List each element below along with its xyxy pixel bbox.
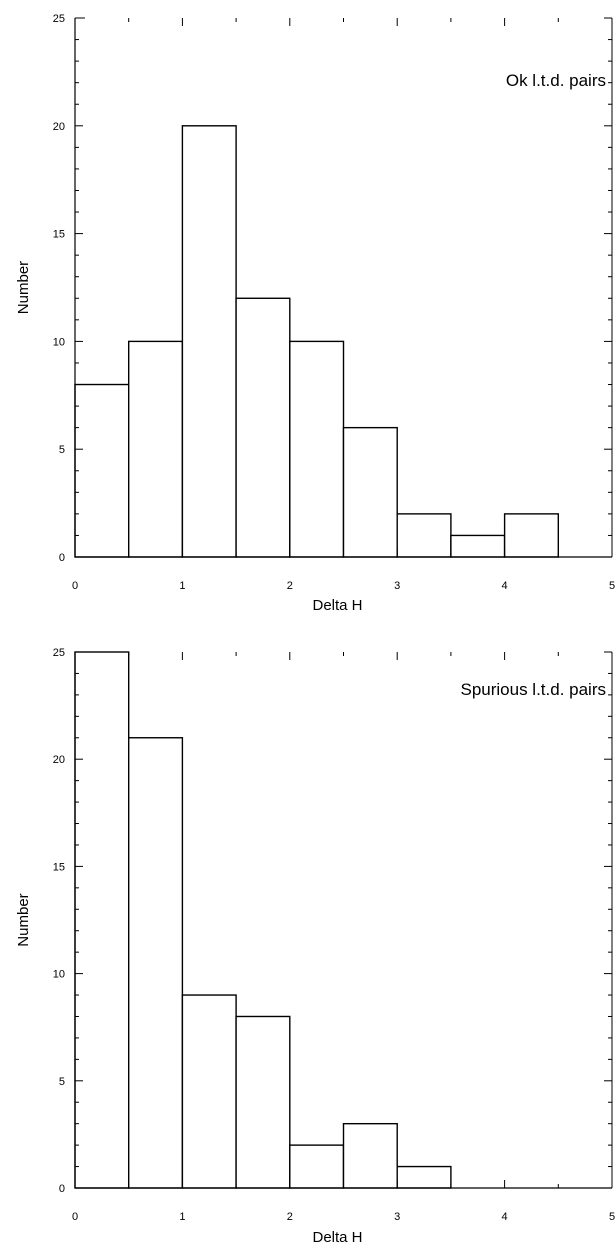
chart-1-x-axis-title: Delta H <box>312 1229 362 1246</box>
chart-0-bar <box>396 513 452 558</box>
chart-1-annotation: Spurious l.t.d. pairs <box>460 680 606 699</box>
chart-0-y-tick-label: 20 <box>53 121 65 133</box>
chart-0-y-tick-label: 15 <box>53 229 65 241</box>
histogram-ok-pairs: 0 5 10 15 20 25 0 1 2 3 4 5 Delta H Number Ok l.t.d. p… <box>0 0 616 620</box>
chart-0-x-axis-title: Delta H <box>312 597 362 614</box>
chart-1-y-tick-label: 20 <box>53 754 65 766</box>
histogram-spurious-pairs: 0 5 10 15 20 25 0 1 2 3 4 5 Delta H Number Spurious l.… <box>0 620 616 1247</box>
chart-0-bar <box>342 426 398 558</box>
chart-1-x-tick-label: 3 <box>394 1211 400 1223</box>
chart-0-y-tick-label: 25 <box>53 13 65 25</box>
chart-1-bar <box>181 994 237 1189</box>
chart-1-bar <box>396 1165 452 1189</box>
chart-1-x-tick-label: 1 <box>179 1211 185 1223</box>
chart-1-x-tick-label: 4 <box>502 1211 508 1223</box>
chart-0-y-tick-label: 0 <box>59 552 65 564</box>
chart-0-x-tick-label: 5 <box>609 580 615 592</box>
chart-0-x-tick-label: 2 <box>287 580 293 592</box>
chart-0-x-tick-label: 1 <box>179 580 185 592</box>
chart-1-y-tick-label: 15 <box>53 861 65 873</box>
chart-1-y-tick-label: 5 <box>59 1076 65 1088</box>
chart-1-x-tick-label: 2 <box>287 1211 293 1223</box>
chart-0-x-tick-label: 0 <box>72 580 78 592</box>
chart-0-x-tick-label: 4 <box>502 580 508 592</box>
chart-0-annotation: Ok l.t.d. pairs <box>506 71 606 90</box>
chart-spurious-pairs: 0 5 10 15 20 25 0 1 2 3 4 5 Delta H Number Spurious l.… <box>15 647 615 1246</box>
chart-1-bar <box>74 651 130 1189</box>
chart-0-x-tick-label: 3 <box>394 580 400 592</box>
chart-0-bar <box>289 340 345 558</box>
chart-0-y-tick-label: 5 <box>59 444 65 456</box>
chart-0-bar <box>127 340 184 558</box>
chart-0-y-tick-label: 10 <box>53 336 65 348</box>
chart-1-x-tick-label: 0 <box>72 1211 78 1223</box>
chart-1-y-axis-title: Number <box>15 893 32 946</box>
chart-0-bar <box>235 297 291 558</box>
chart-0-bar <box>503 513 560 558</box>
chart-1-y-tick-label: 10 <box>53 969 65 981</box>
chart-1-bar <box>235 1015 291 1189</box>
chart-0-bar <box>74 383 130 558</box>
chart-1-x-tick-label: 5 <box>609 1211 615 1223</box>
chart-1-bar <box>289 1144 345 1189</box>
chart-ok-pairs: 0 5 10 15 20 25 0 1 2 3 4 5 Delta H Number Ok l.t.d. p… <box>15 13 615 614</box>
chart-1-y-tick-label: 0 <box>59 1183 65 1195</box>
chart-0-y-axis-title: Number <box>15 261 32 314</box>
chart-1-bar <box>342 1122 398 1189</box>
chart-0-bar <box>450 534 506 558</box>
chart-1-y-tick-label: 25 <box>53 647 65 659</box>
chart-0-bar <box>181 125 237 558</box>
chart-1-bar <box>127 737 184 1189</box>
